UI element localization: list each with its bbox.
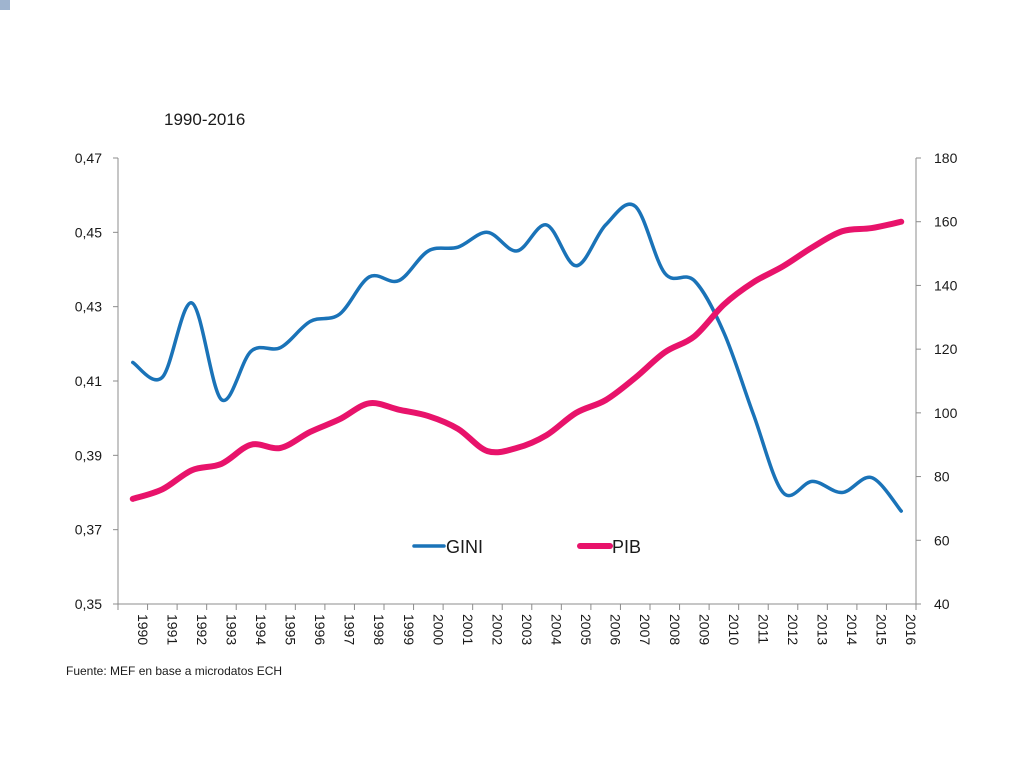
corner-accent bbox=[0, 0, 10, 10]
x-tick-label: 1993 bbox=[223, 614, 239, 645]
x-tick-label: 2006 bbox=[608, 614, 624, 645]
right-tick-label: 180 bbox=[934, 150, 958, 166]
x-tick-label: 1992 bbox=[194, 614, 210, 645]
right-tick-label: 40 bbox=[934, 596, 950, 612]
left-tick-label: 0,45 bbox=[75, 224, 102, 240]
right-tick-label: 60 bbox=[934, 532, 950, 548]
left-tick-label: 0,39 bbox=[75, 447, 102, 463]
x-tick-label: 1990 bbox=[135, 614, 151, 645]
series-line-pib bbox=[129, 218, 905, 502]
left-tick-label: 0,41 bbox=[75, 373, 102, 389]
x-tick-label: 1999 bbox=[401, 614, 417, 645]
x-tick-label: 2008 bbox=[667, 614, 683, 645]
right-tick-label: 80 bbox=[934, 469, 950, 485]
x-tick-label: 2001 bbox=[460, 614, 476, 645]
x-tick-label: 1998 bbox=[371, 614, 387, 645]
x-tick-label: 1996 bbox=[312, 614, 328, 645]
x-tick-label: 2003 bbox=[519, 614, 535, 645]
x-tick-label: 2005 bbox=[578, 614, 594, 645]
x-tick-label: 2011 bbox=[755, 614, 771, 644]
chart-subtitle: 1990-2016 bbox=[164, 110, 246, 129]
x-tick-label: 1995 bbox=[283, 614, 299, 645]
left-tick-label: 0,43 bbox=[75, 299, 102, 315]
right-tick-label: 120 bbox=[934, 341, 958, 357]
legend-label-pib: PIB bbox=[612, 537, 641, 557]
x-tick-label: 2013 bbox=[815, 614, 831, 645]
x-tick-label: 1997 bbox=[342, 614, 358, 645]
right-tick-label: 140 bbox=[934, 277, 958, 293]
x-tick-label: 2002 bbox=[489, 614, 505, 645]
x-tick-label: 2015 bbox=[874, 614, 890, 645]
x-tick-label: 1994 bbox=[253, 614, 269, 645]
x-tick-label: 2000 bbox=[430, 614, 446, 645]
series-line-gini bbox=[131, 202, 903, 513]
x-tick-label: 1991 bbox=[164, 614, 180, 645]
left-tick-label: 0,37 bbox=[75, 522, 102, 538]
x-tick-label: 2009 bbox=[696, 614, 712, 645]
x-tick-label: 2007 bbox=[637, 614, 653, 645]
right-tick-label: 100 bbox=[934, 405, 958, 421]
right-tick-label: 160 bbox=[934, 214, 958, 230]
legend-label-gini: GINI bbox=[446, 537, 483, 557]
x-tick-label: 2004 bbox=[549, 614, 565, 645]
chart-source-note: Fuente: MEF en base a microdatos ECH bbox=[66, 664, 283, 678]
x-tick-label: 2010 bbox=[726, 614, 742, 645]
left-tick-label: 0,35 bbox=[75, 596, 102, 612]
x-tick-label: 2012 bbox=[785, 614, 801, 645]
left-tick-label: 0,47 bbox=[75, 150, 102, 166]
x-tick-label: 2014 bbox=[844, 614, 860, 645]
x-tick-label: 2016 bbox=[903, 614, 919, 645]
